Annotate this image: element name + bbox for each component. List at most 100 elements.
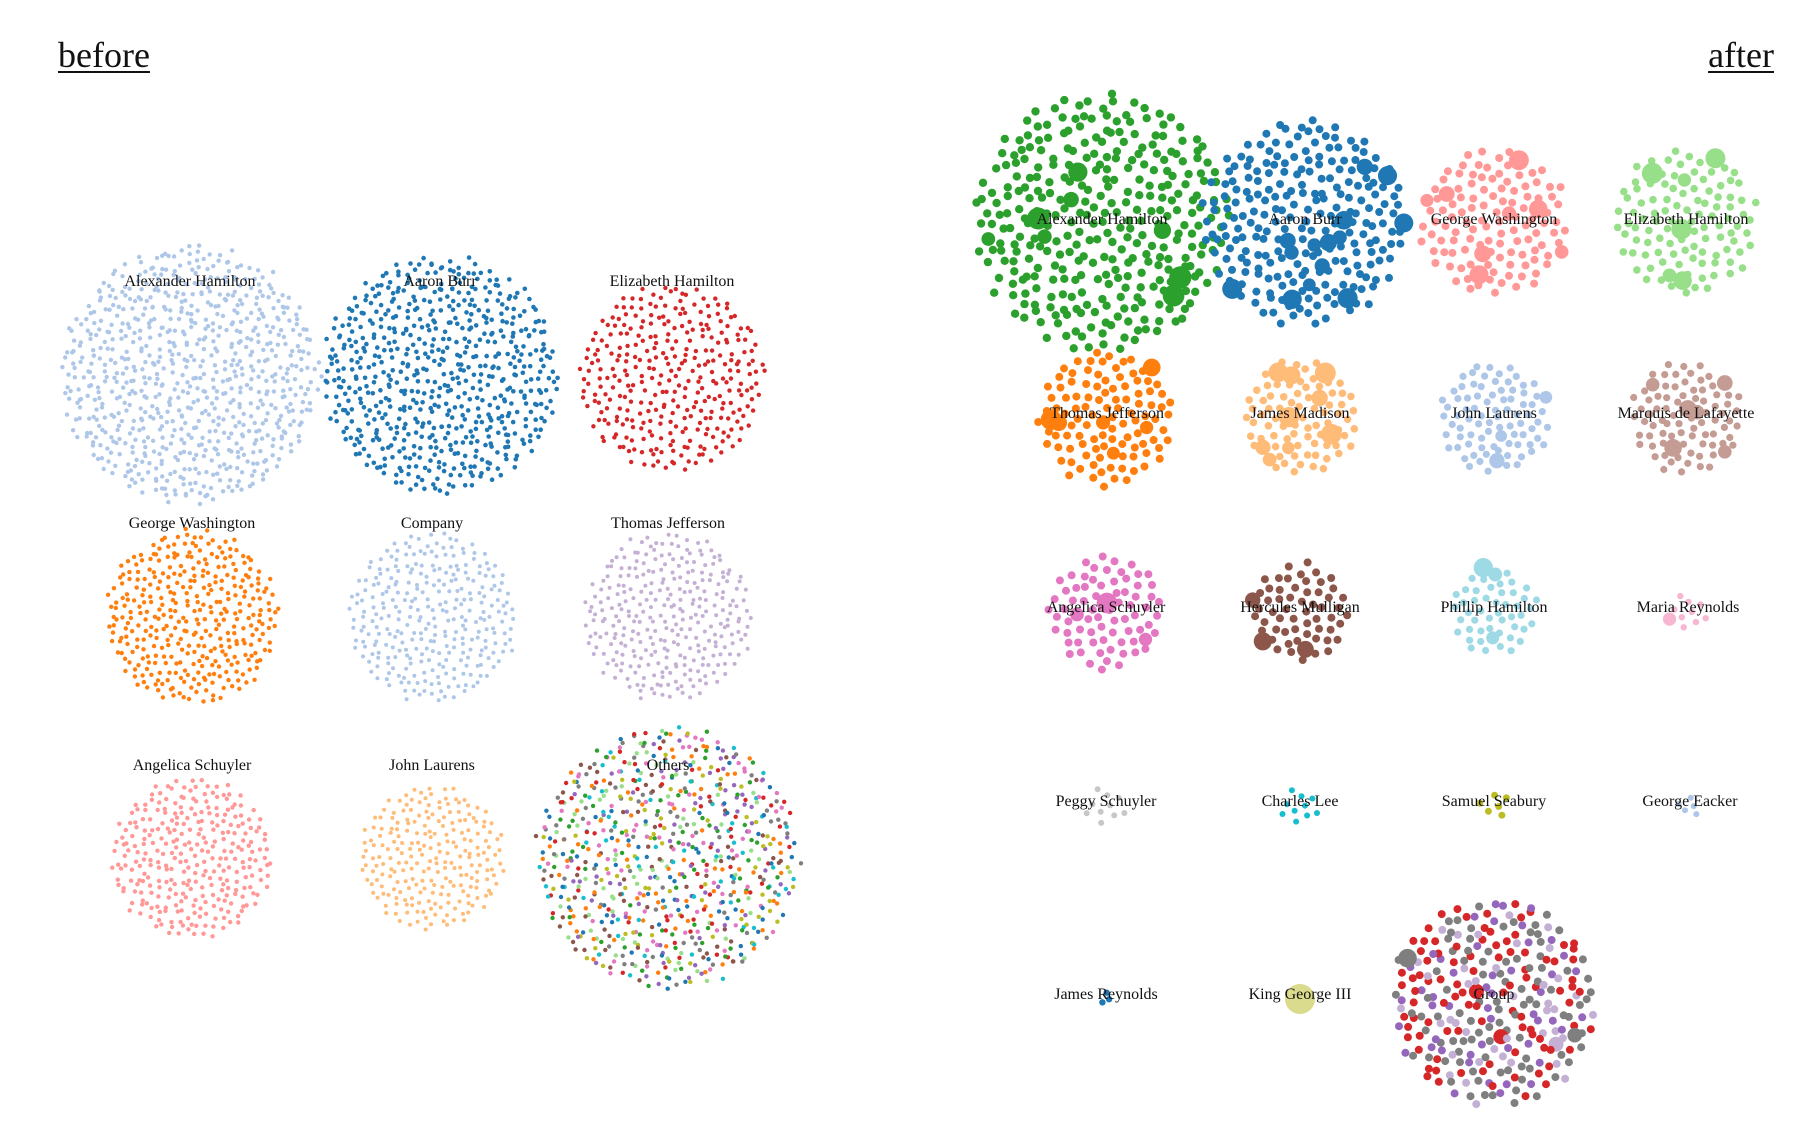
node-dot xyxy=(376,354,382,360)
node-dot xyxy=(644,348,650,354)
node-dot xyxy=(1457,264,1466,273)
node-dot xyxy=(1094,370,1103,379)
node-dot xyxy=(1467,203,1476,212)
node-dot xyxy=(649,924,655,930)
node-dot xyxy=(708,415,713,421)
node-dot xyxy=(277,417,282,423)
node-dot xyxy=(210,820,215,825)
node-dot xyxy=(1155,444,1163,452)
node-dot xyxy=(423,626,428,631)
node-dot xyxy=(1290,430,1298,438)
node-dot xyxy=(1071,327,1081,336)
node-dot xyxy=(760,892,765,897)
node-dot xyxy=(618,331,623,336)
node-dot xyxy=(336,375,342,381)
node-dot xyxy=(607,781,613,786)
node-dot xyxy=(237,298,243,303)
node-dot xyxy=(626,843,631,848)
node-dot xyxy=(627,868,633,874)
node-dot xyxy=(193,320,198,326)
node-dot xyxy=(106,283,112,289)
node-dot xyxy=(162,304,167,310)
node-dot xyxy=(660,898,666,903)
node-dot xyxy=(700,334,705,339)
node-dot xyxy=(197,501,203,507)
node-dot xyxy=(718,415,724,420)
node-dot xyxy=(443,634,448,638)
node-dot xyxy=(219,907,224,912)
node-dot xyxy=(159,595,164,601)
node-dot xyxy=(340,323,345,329)
node-dot xyxy=(637,978,642,983)
node-dot xyxy=(397,449,402,454)
node-dot xyxy=(133,437,138,442)
node-dot xyxy=(745,404,750,409)
node-dot xyxy=(413,596,418,601)
node-dot xyxy=(610,894,615,899)
node-dot xyxy=(140,902,145,907)
node-dot xyxy=(657,735,662,740)
node-dot xyxy=(132,889,138,894)
node-dot xyxy=(221,617,226,622)
node-dot xyxy=(123,626,128,631)
node-dot xyxy=(234,879,239,884)
node-dot xyxy=(128,615,134,621)
node-dot xyxy=(166,500,171,505)
cluster-label: Aaron Burr xyxy=(1268,211,1342,228)
node-dot xyxy=(1658,258,1667,266)
node-dot xyxy=(395,880,400,884)
node-dot xyxy=(722,948,727,953)
node-dot xyxy=(122,400,127,405)
node-dot xyxy=(682,394,687,400)
node-dot xyxy=(444,658,449,662)
node-dot xyxy=(141,439,147,444)
node-dot xyxy=(761,813,766,818)
node-dot xyxy=(139,890,144,895)
node-dot xyxy=(349,367,355,372)
node-dot xyxy=(682,358,688,363)
node-dot xyxy=(1119,357,1128,366)
node-dot xyxy=(650,939,656,944)
node-dot xyxy=(205,570,211,575)
node-dot xyxy=(749,385,754,390)
node-dot xyxy=(77,343,83,348)
node-dot xyxy=(180,923,186,928)
node-dot xyxy=(1067,218,1076,227)
node-dot xyxy=(375,676,380,681)
node-dot xyxy=(201,568,206,573)
node-dot xyxy=(441,468,447,474)
node-dot xyxy=(297,305,302,310)
node-dot xyxy=(147,325,152,330)
node-dot xyxy=(417,618,422,623)
node-dot xyxy=(126,462,131,467)
node-dot xyxy=(451,617,456,622)
node-dot xyxy=(210,856,215,861)
node-dot xyxy=(262,831,268,837)
node-dot xyxy=(664,655,669,660)
node-dot xyxy=(364,341,369,347)
node-dot xyxy=(418,631,423,636)
node-dot xyxy=(417,278,422,283)
node-dot xyxy=(210,680,215,685)
node-dot xyxy=(141,312,146,317)
node-dot xyxy=(493,852,498,857)
node-dot xyxy=(660,541,665,546)
node-dot xyxy=(1669,250,1678,258)
node-dot xyxy=(1614,207,1623,215)
node-dot xyxy=(445,922,450,927)
node-dot xyxy=(121,307,126,312)
node-dot xyxy=(399,680,404,685)
node-dot xyxy=(648,400,653,406)
node-dot xyxy=(470,637,474,642)
node-dot xyxy=(235,483,240,488)
node-dot xyxy=(1010,267,1019,276)
node-dot xyxy=(103,430,108,435)
node-dot xyxy=(497,588,502,593)
node-dot xyxy=(756,831,761,837)
node-dot xyxy=(705,426,710,432)
node-dot xyxy=(474,819,479,824)
node-dot xyxy=(172,881,177,887)
node-dot xyxy=(500,318,505,324)
node-dot xyxy=(450,376,456,382)
node-dot xyxy=(215,349,220,354)
